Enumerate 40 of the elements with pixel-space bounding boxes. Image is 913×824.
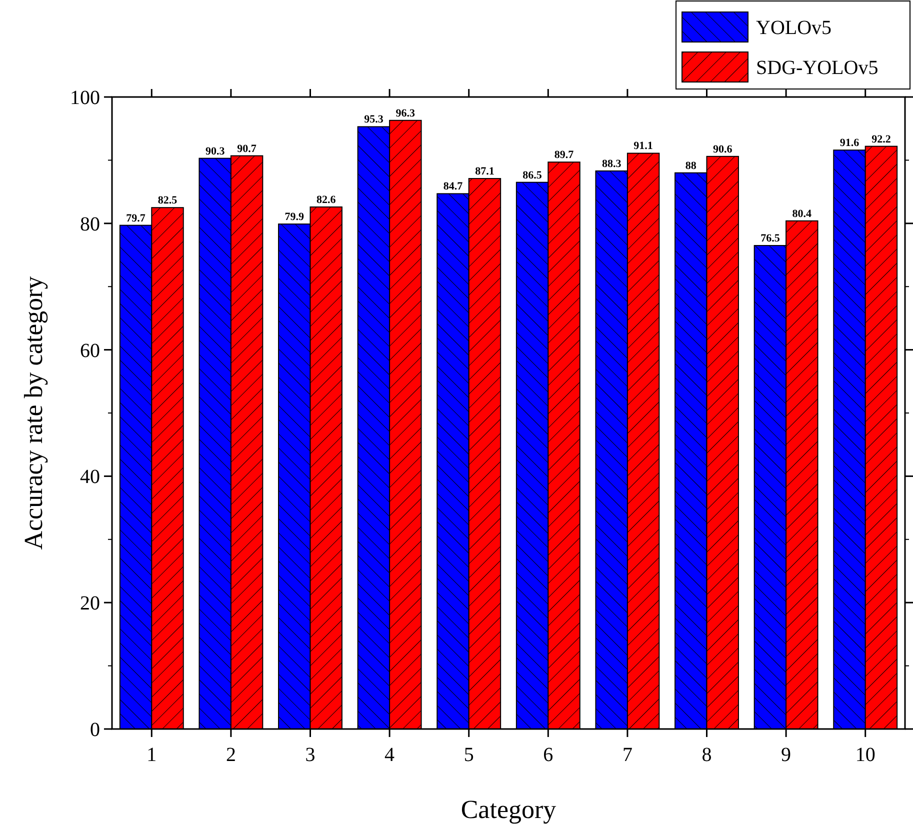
data-label: 91.6 bbox=[840, 137, 860, 150]
legend-label: SDG-YOLOv5 bbox=[756, 57, 878, 79]
data-label: 79.9 bbox=[284, 211, 305, 224]
data-label: 90.7 bbox=[237, 142, 257, 155]
x-axis-title: Category bbox=[460, 795, 556, 824]
y-axis-title: Accuracy rate by category bbox=[19, 276, 48, 550]
data-label: 80.4 bbox=[792, 208, 812, 220]
x-tick-label: 3 bbox=[305, 744, 316, 766]
x-tick-label: 9 bbox=[781, 744, 792, 766]
x-tick-label: 1 bbox=[146, 744, 157, 766]
data-label: 76.5 bbox=[760, 232, 780, 245]
data-label: 82.6 bbox=[316, 194, 336, 206]
data-label: 90.3 bbox=[205, 145, 226, 158]
y-tick-label: 40 bbox=[80, 466, 100, 488]
data-label: 95.3 bbox=[364, 114, 384, 126]
x-tick-label: 7 bbox=[622, 744, 632, 766]
data-label: 92.2 bbox=[872, 133, 892, 146]
data-label: 86.5 bbox=[522, 169, 542, 182]
data-label: 91.1 bbox=[634, 140, 653, 152]
data-label: 88 bbox=[685, 160, 697, 172]
x-tick-label: 4 bbox=[384, 744, 395, 766]
x-tick-label: 8 bbox=[702, 744, 712, 766]
data-label: 82.5 bbox=[158, 194, 178, 207]
data-label: 96.3 bbox=[396, 107, 416, 120]
legend-label: YOLOv5 bbox=[756, 17, 832, 39]
x-tick-label: 10 bbox=[855, 744, 876, 766]
data-label: 89.7 bbox=[554, 149, 574, 162]
data-label: 90.6 bbox=[712, 143, 733, 156]
x-tick-label: 2 bbox=[226, 744, 236, 766]
y-tick-label: 60 bbox=[80, 340, 100, 362]
data-label: 87.1 bbox=[475, 166, 494, 178]
y-tick-label: 0 bbox=[90, 719, 100, 741]
data-label: 88.3 bbox=[602, 158, 622, 170]
y-tick-label: 20 bbox=[80, 592, 100, 615]
data-label: 84.7 bbox=[443, 180, 464, 193]
y-tick-label: 100 bbox=[70, 87, 100, 109]
data-label: 79.7 bbox=[126, 212, 146, 224]
x-tick-label: 5 bbox=[464, 744, 474, 766]
x-tick-label: 6 bbox=[543, 744, 554, 766]
y-tick-label: 80 bbox=[80, 213, 100, 236]
